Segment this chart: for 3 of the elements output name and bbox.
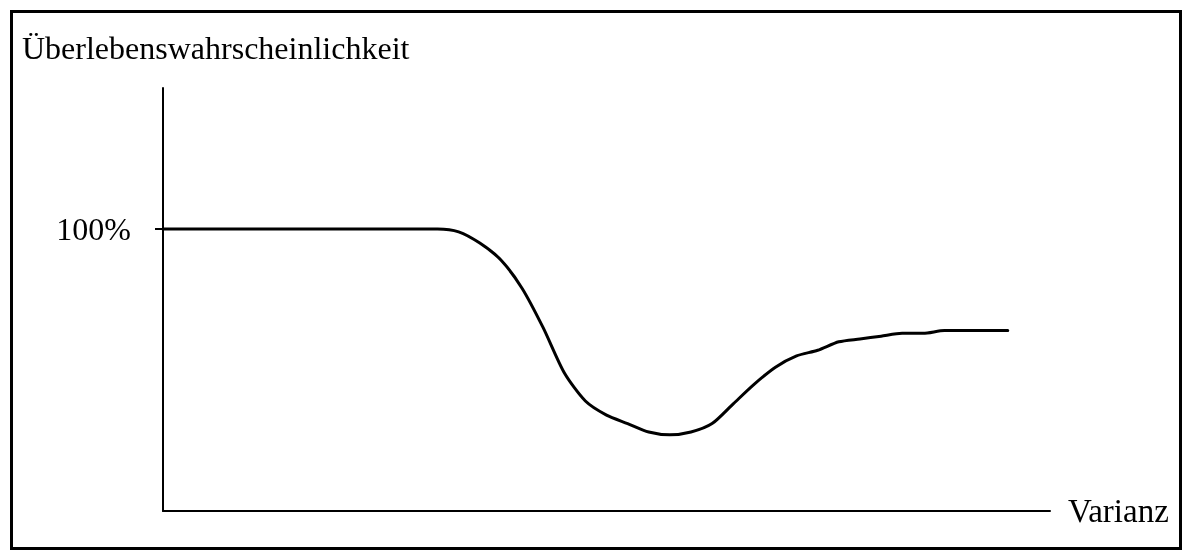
x-axis-title: Varianz <box>1068 493 1169 529</box>
text: Überlebenswahrscheinlichkeit <box>22 30 410 66</box>
text: 100% <box>56 211 131 247</box>
